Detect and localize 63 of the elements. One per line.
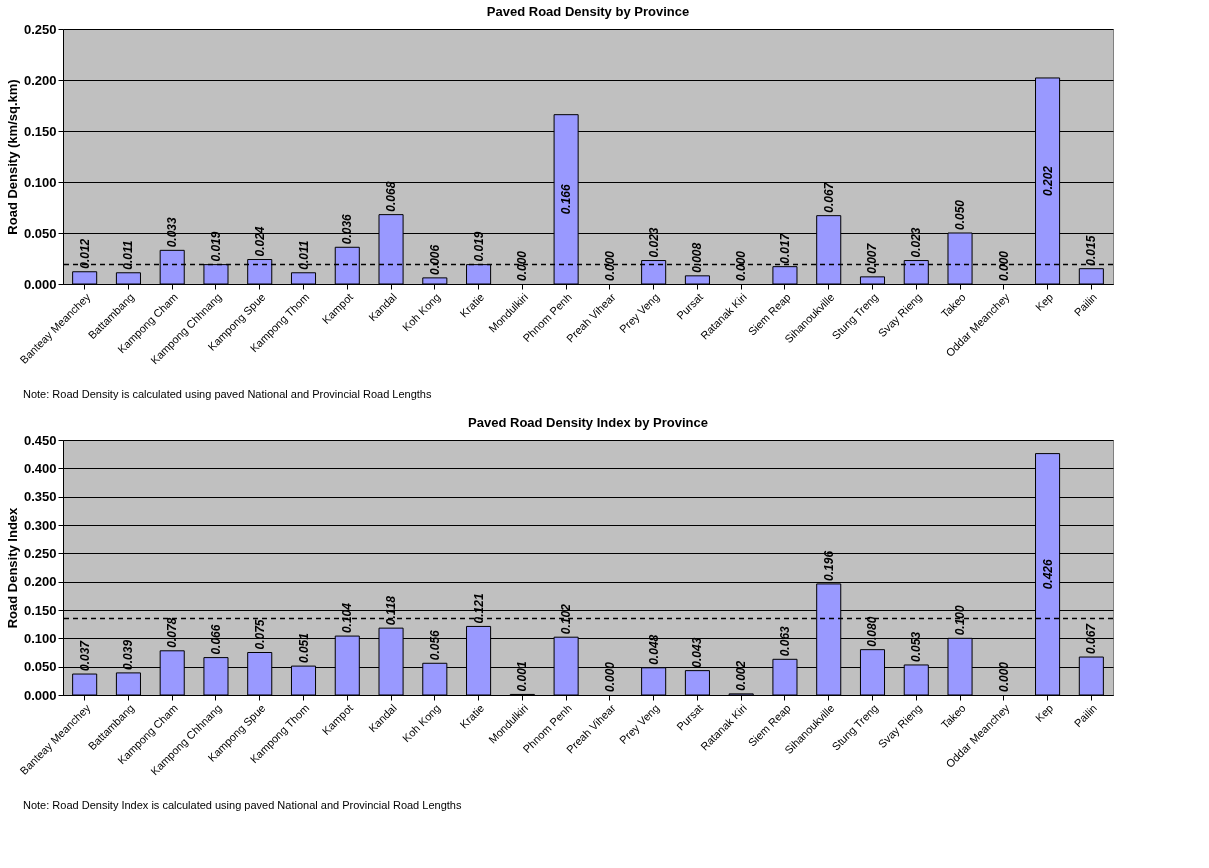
data-label: 0.066 [208, 624, 223, 655]
data-label: 0.078 [165, 617, 180, 648]
data-label: 0.050 [953, 199, 968, 230]
y-tick-label: 0.250 [23, 21, 57, 37]
y-tick-label: 0.350 [23, 489, 57, 505]
y-tick-label: 0.400 [23, 460, 57, 476]
data-label: 0.000 [996, 250, 1011, 281]
x-tick-label: Kep [1033, 701, 1056, 725]
data-label: 0.036 [340, 213, 355, 245]
data-label: 0.033 [165, 216, 180, 248]
text: Note: Road Density is calculated using paved National and Provincial Road Lengths [23, 388, 432, 400]
data-label: 0.043 [690, 637, 705, 668]
data-label: 0.075 [252, 619, 267, 650]
data-label: 0.039 [121, 639, 136, 670]
y-tick-label: 0.150 [23, 123, 57, 139]
data-label: 0.024 [252, 226, 267, 257]
data-label: 0.011 [296, 240, 311, 270]
data-label: 0.166 [559, 184, 574, 215]
data-label: 0.053 [909, 631, 924, 662]
data-label: 0.080 [865, 616, 880, 647]
y-tick-label: 0.100 [23, 174, 57, 190]
y-tick-label: 0.050 [23, 659, 57, 675]
chart-title: Paved Road Density by Province [486, 4, 690, 19]
x-tick-label: Kep [1033, 290, 1056, 314]
data-label: 0.006 [427, 244, 442, 275]
y-tick-label: 0.200 [23, 574, 57, 590]
data-label: 0.426 [1040, 558, 1055, 590]
data-label: 0.011 [121, 240, 136, 270]
data-label: 0.118 [384, 595, 399, 626]
data-label: 0.196 [821, 550, 836, 581]
data-label: 0.023 [909, 227, 924, 258]
y-tick-label: 0.050 [23, 225, 57, 241]
y-tick-label: 0.450 [23, 432, 57, 448]
data-label: 0.000 [602, 250, 617, 281]
data-label: 0.202 [1040, 165, 1055, 196]
data-label: 0.048 [646, 634, 661, 665]
data-label: 0.015 [1084, 235, 1099, 266]
data-label: 0.000 [515, 250, 530, 281]
data-label: 0.017 [777, 232, 792, 264]
data-label: 0.008 [690, 242, 705, 273]
data-label: 0.067 [821, 181, 836, 213]
y-tick-label: 0.300 [23, 517, 57, 533]
y-tick-label: 0.150 [23, 602, 57, 618]
y-tick-label: 0.250 [23, 545, 57, 561]
data-label: 0.000 [734, 250, 749, 281]
data-label: 0.002 [734, 660, 749, 691]
data-label: 0.012 [77, 238, 92, 269]
y-tick-label: 0.200 [23, 72, 57, 88]
data-label: 0.001 [515, 661, 530, 692]
y-tick-label: 0.000 [23, 276, 57, 292]
y-tick-label: 0.000 [23, 687, 57, 703]
y-tick-label: 0.100 [23, 630, 57, 646]
data-label: 0.051 [296, 632, 311, 664]
text: Note: Road Density Index is calculated using paved National and Provincial Road Lengths [23, 799, 462, 811]
data-label: 0.037 [77, 639, 92, 672]
data-label: 0.023 [646, 227, 661, 258]
y-axis-title: Road Density (km/sq.km) [4, 79, 20, 235]
data-label: 0.063 [777, 625, 792, 657]
y-axis-title: Road Density Index [4, 506, 20, 629]
data-label: 0.056 [427, 629, 442, 661]
data-label: 0.007 [865, 242, 880, 274]
data-label: 0.102 [559, 603, 574, 635]
chart-title: Paved Road Density Index by Province [468, 415, 708, 430]
